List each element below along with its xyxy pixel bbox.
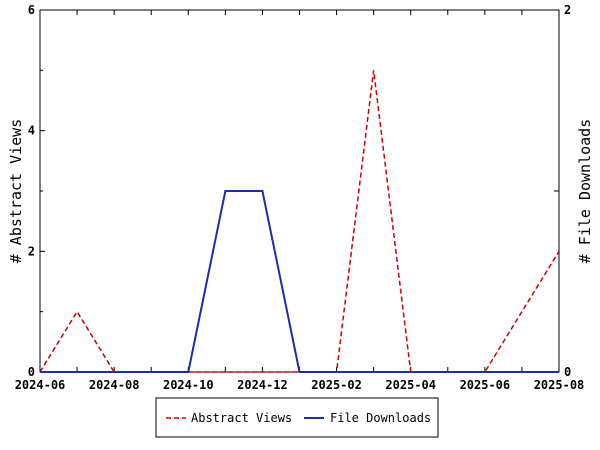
x-tick-label: 2024-06 xyxy=(15,378,66,392)
series-layer xyxy=(39,70,560,373)
x-tick-label: 2025-08 xyxy=(534,378,585,392)
y-tick-label-left: 0 xyxy=(28,365,35,379)
x-tick-label: 2024-08 xyxy=(89,378,140,392)
plot-frame xyxy=(39,9,560,373)
y-axis-title-right: # File Downloads xyxy=(576,119,594,264)
y-axis-title-left: # Abstract Views xyxy=(7,119,25,264)
legend: Abstract Views File Downloads xyxy=(155,397,439,438)
x-tick-label: 2024-12 xyxy=(237,378,288,392)
legend-label-file-downloads: File Downloads xyxy=(330,411,431,425)
x-tick-label: 2025-02 xyxy=(311,378,362,392)
x-tick-label: 2025-04 xyxy=(385,378,436,392)
y-tick-label-left: 2 xyxy=(28,244,35,258)
y-axis-left: 0 2 4 6 xyxy=(28,3,45,379)
legend-box xyxy=(155,397,439,438)
y-tick-label-right: 0 xyxy=(564,365,571,379)
x-tick-label: 2024-10 xyxy=(163,378,214,392)
series-line-file-downloads xyxy=(40,190,559,373)
y-tick-label-left: 4 xyxy=(28,124,35,138)
y-tick-label-left: 6 xyxy=(28,3,35,17)
legend-label-abstract-views: Abstract Views xyxy=(191,411,292,425)
y-axis-right: 02 xyxy=(554,3,571,379)
x-tick-label: 2025-06 xyxy=(460,378,511,392)
x-axis: 2024-06 2024-08 2024-10 2024-12 2025-02 2025-… xyxy=(15,10,585,392)
y-tick-label-right: 2 xyxy=(564,3,571,17)
series-line-abstract-views xyxy=(39,70,560,373)
